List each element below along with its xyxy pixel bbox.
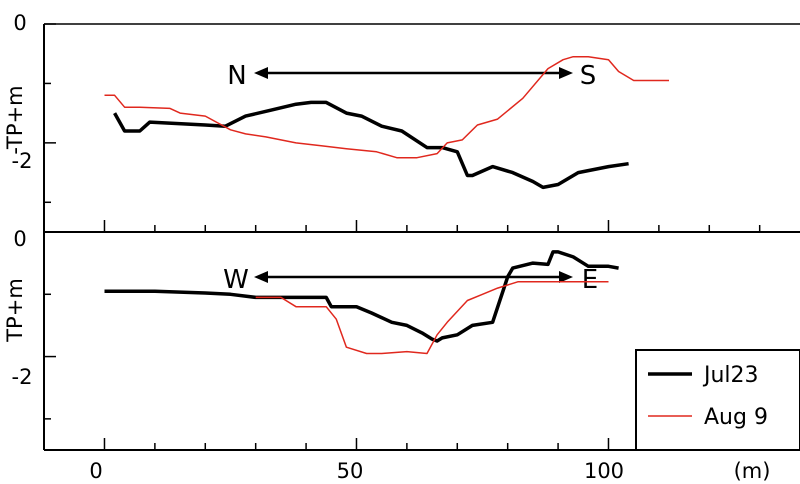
legend: Jul23 Aug 9 bbox=[635, 349, 800, 451]
bottom-series-lines bbox=[104, 250, 619, 355]
bottom-y-ticks bbox=[44, 231, 56, 420]
bottom-series-line-jul23 bbox=[104, 250, 619, 343]
legend-label-aug9: Aug 9 bbox=[704, 405, 768, 430]
direction-arrow-ns bbox=[254, 67, 573, 79]
x-tick-label-100: 100 bbox=[584, 459, 624, 483]
x-tick-label-0: 0 bbox=[89, 459, 102, 483]
top-y-ticks bbox=[44, 23, 56, 204]
x-axis-unit-label: (m) bbox=[734, 459, 771, 483]
x-tick-label-50: 50 bbox=[337, 459, 364, 483]
bottom-y-tick-neg2: -2 bbox=[12, 365, 33, 389]
legend-label-jul23: Jul23 bbox=[702, 363, 759, 388]
top-series-line-jul23 bbox=[113, 100, 629, 190]
direction-label-east: E bbox=[582, 265, 598, 295]
top-y-tick-neg2: -2 bbox=[12, 149, 33, 173]
top-series-line-aug9 bbox=[104, 55, 669, 159]
top-y-tick-0: 0 bbox=[13, 11, 26, 35]
bottom-y-axis-label: TP+m bbox=[3, 278, 27, 343]
top-panel: -TP+m 0 -2 N S bbox=[3, 11, 800, 233]
bottom-series-line-aug9 bbox=[255, 281, 609, 355]
direction-label-south: S bbox=[580, 61, 597, 91]
top-series-lines bbox=[104, 55, 669, 190]
bottom-panel: TP+m 0 -2 0 50 100 (m) W E bbox=[3, 227, 800, 483]
bottom-y-tick-0: 0 bbox=[13, 227, 26, 251]
top-y-axis-label: -TP+m bbox=[3, 85, 27, 154]
direction-label-north: N bbox=[227, 61, 246, 91]
top-x-ticks bbox=[103, 220, 761, 232]
direction-arrow-we bbox=[254, 271, 573, 283]
direction-label-west: W bbox=[223, 265, 249, 295]
